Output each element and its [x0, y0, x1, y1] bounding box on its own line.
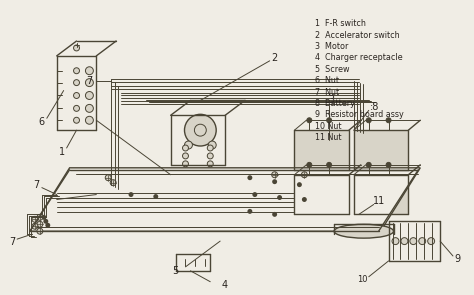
Circle shape: [182, 153, 189, 159]
Circle shape: [272, 212, 277, 217]
Text: 1  F-R switch: 1 F-R switch: [315, 19, 366, 28]
Circle shape: [184, 141, 192, 149]
Text: 10: 10: [357, 275, 368, 284]
Text: 1: 1: [59, 147, 65, 157]
Circle shape: [182, 145, 189, 151]
Circle shape: [272, 179, 277, 184]
Circle shape: [85, 91, 93, 99]
Circle shape: [386, 118, 391, 123]
Circle shape: [105, 175, 111, 181]
Circle shape: [252, 192, 257, 197]
Circle shape: [307, 162, 312, 167]
Circle shape: [110, 180, 116, 186]
Circle shape: [272, 172, 278, 178]
Bar: [354, 175, 409, 214]
Circle shape: [182, 161, 189, 167]
Circle shape: [366, 118, 371, 123]
Text: 7: 7: [9, 237, 15, 247]
Circle shape: [73, 80, 80, 86]
Text: 5: 5: [173, 266, 179, 276]
Circle shape: [37, 228, 43, 234]
Circle shape: [327, 118, 332, 123]
Circle shape: [428, 238, 435, 245]
Circle shape: [410, 238, 417, 245]
Circle shape: [85, 116, 93, 124]
Circle shape: [85, 79, 93, 86]
Circle shape: [366, 162, 371, 167]
Text: 7: 7: [86, 76, 92, 86]
Circle shape: [73, 68, 80, 74]
Circle shape: [327, 162, 332, 167]
Bar: [294, 175, 349, 214]
Circle shape: [207, 145, 213, 151]
Text: 6: 6: [39, 117, 45, 127]
Circle shape: [73, 117, 80, 123]
Text: 9: 9: [455, 254, 461, 264]
Circle shape: [73, 93, 80, 99]
Text: 10 Nut: 10 Nut: [315, 122, 342, 131]
Circle shape: [207, 161, 213, 167]
Circle shape: [73, 45, 80, 51]
Circle shape: [207, 153, 213, 159]
Text: 6  Nut: 6 Nut: [315, 76, 339, 85]
Ellipse shape: [334, 224, 393, 238]
Text: 2  Accelerator switch: 2 Accelerator switch: [315, 31, 400, 40]
Circle shape: [302, 197, 307, 202]
Text: 8  Battery: 8 Battery: [315, 99, 355, 108]
Text: 5  Screw: 5 Screw: [315, 65, 350, 74]
Bar: [294, 130, 349, 170]
Circle shape: [37, 221, 43, 227]
Circle shape: [73, 105, 80, 111]
Circle shape: [41, 215, 46, 220]
Circle shape: [43, 219, 48, 224]
Text: :8: :8: [370, 102, 379, 112]
Circle shape: [32, 223, 38, 229]
Text: 11: 11: [373, 196, 385, 206]
Circle shape: [46, 223, 50, 228]
Circle shape: [208, 141, 216, 149]
Text: 11 Nut: 11 Nut: [315, 133, 342, 142]
Circle shape: [247, 175, 252, 180]
Bar: [354, 130, 409, 170]
Circle shape: [401, 238, 408, 245]
Text: 7: 7: [33, 180, 39, 190]
Circle shape: [37, 214, 43, 220]
Text: 7  Nut: 7 Nut: [315, 88, 339, 96]
Text: 4  Charger receptacle: 4 Charger receptacle: [315, 53, 403, 63]
Circle shape: [297, 182, 302, 187]
Circle shape: [419, 238, 426, 245]
Circle shape: [85, 67, 93, 75]
Circle shape: [392, 238, 399, 245]
Text: 3: 3: [328, 96, 334, 105]
Circle shape: [32, 216, 38, 222]
Text: 2: 2: [272, 53, 278, 63]
Circle shape: [277, 195, 282, 200]
Circle shape: [194, 124, 206, 136]
Circle shape: [153, 194, 158, 199]
Circle shape: [128, 192, 134, 197]
Circle shape: [184, 114, 216, 146]
Circle shape: [247, 209, 252, 214]
Text: 3  Motor: 3 Motor: [315, 42, 349, 51]
Circle shape: [85, 104, 93, 112]
Circle shape: [301, 172, 307, 178]
Circle shape: [307, 118, 312, 123]
Polygon shape: [30, 168, 420, 231]
Text: 9  Resistor board assy: 9 Resistor board assy: [315, 110, 404, 119]
Text: 4: 4: [222, 280, 228, 290]
Circle shape: [386, 162, 391, 167]
